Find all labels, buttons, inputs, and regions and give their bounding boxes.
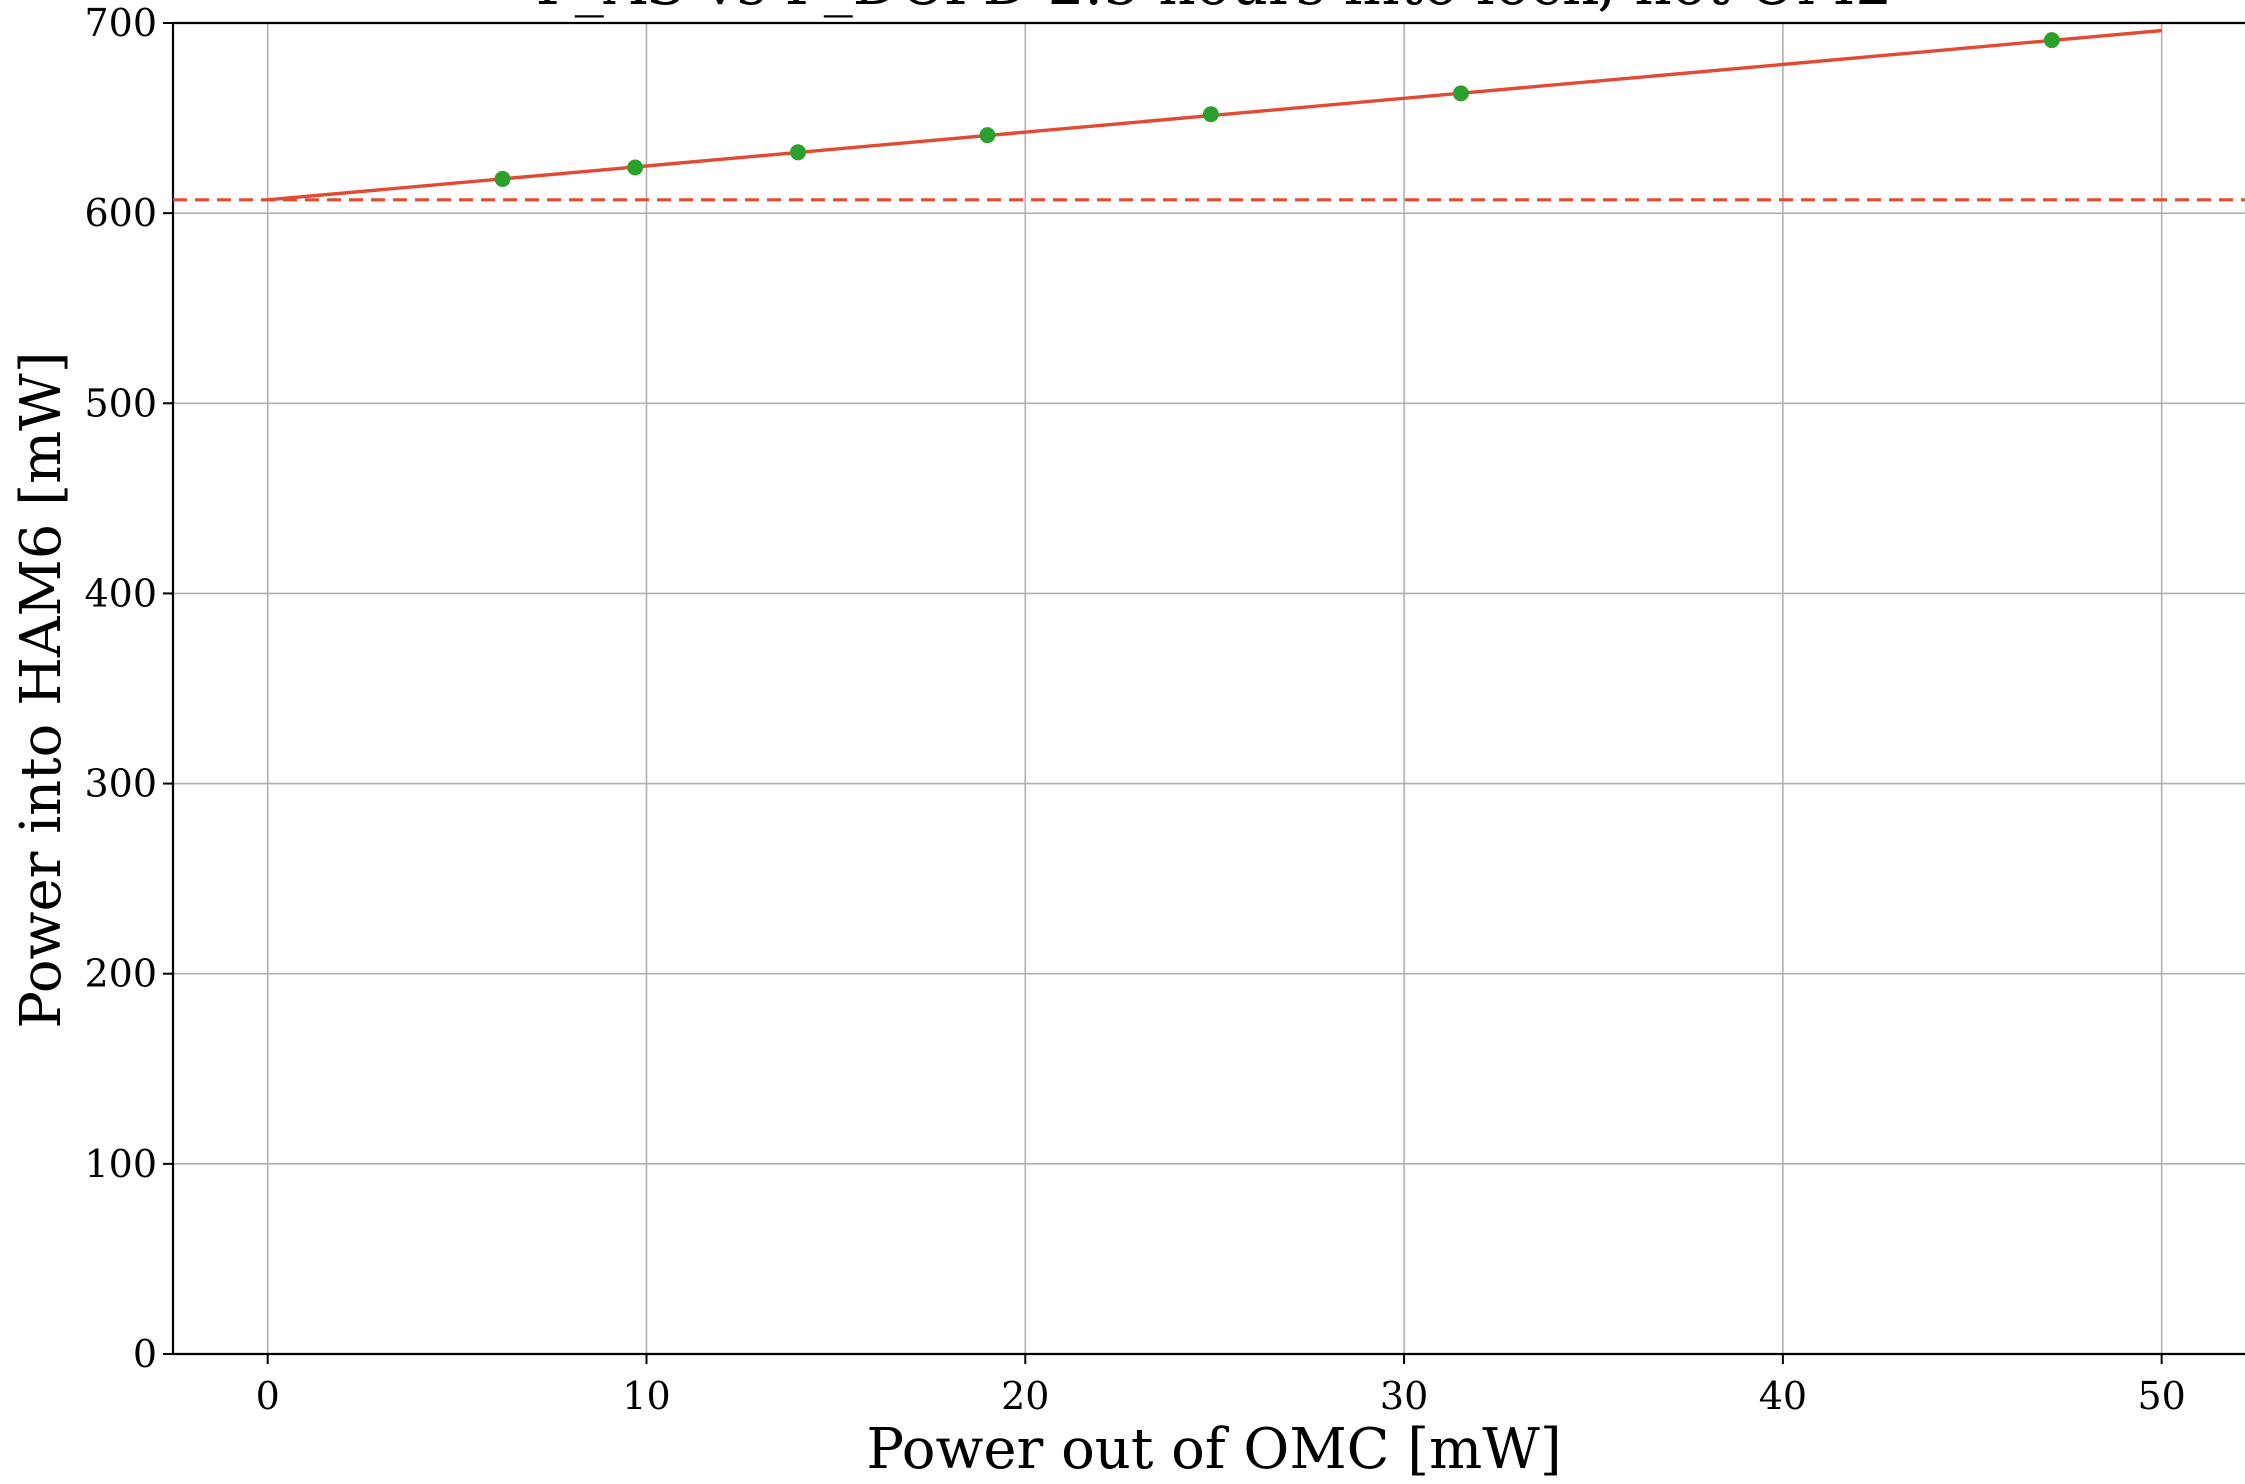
x-tick-label: 10 <box>622 1374 670 1418</box>
x-axis-label: Power out of OMC [mW] <box>866 1417 1561 1482</box>
y-tick-label: 400 <box>84 571 157 615</box>
grid <box>173 22 2245 1355</box>
data-point <box>2043 32 2060 49</box>
data-point <box>1452 85 1469 102</box>
x-tick-label: 50 <box>2137 1374 2185 1418</box>
y-tick-label: 300 <box>84 762 157 806</box>
data-point <box>1202 106 1219 123</box>
y-tick-label: 500 <box>84 381 157 425</box>
x-tick-label: 40 <box>1759 1374 1807 1418</box>
x-tick-label: 20 <box>1001 1374 1049 1418</box>
x-tick-label: 0 <box>256 1374 280 1418</box>
data-point <box>494 170 511 187</box>
y-tick-label: 100 <box>84 1142 157 1186</box>
y-tick-label: 600 <box>84 191 157 235</box>
data-point <box>790 144 807 161</box>
y-tick-label: 700 <box>84 1 157 45</box>
chart-title: P_AS vs P_DCPD 2.5 hours into lock, hot … <box>536 0 1893 18</box>
y-tick-label: 0 <box>133 1332 157 1376</box>
axes <box>163 21 2245 1364</box>
y-tick-label: 200 <box>84 952 157 996</box>
data-point <box>979 127 996 144</box>
y-axis-label: Power into HAM6 [mW] <box>9 351 74 1028</box>
data-point <box>627 159 644 176</box>
data-series <box>173 28 2245 202</box>
x-tick-label: 30 <box>1380 1374 1428 1418</box>
